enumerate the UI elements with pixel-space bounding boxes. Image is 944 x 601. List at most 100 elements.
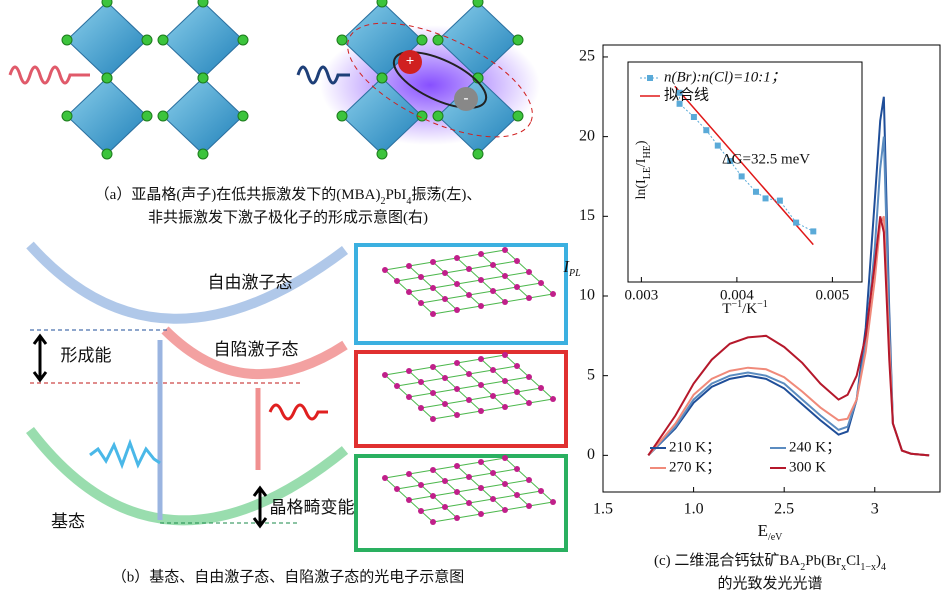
atom — [478, 511, 484, 517]
bond — [481, 276, 505, 280]
bond — [469, 499, 493, 503]
atom — [418, 508, 424, 514]
atom — [430, 493, 436, 499]
arrow — [34, 336, 46, 380]
bond — [493, 287, 517, 291]
atom — [478, 459, 484, 465]
atom — [430, 416, 436, 422]
panel-b: 自由激子态 形成能 自陷激子态 基态 晶格畸变能 （b）基态、自由激子态、自陷激… — [30, 245, 566, 585]
text-part: T — [722, 301, 731, 317]
atom — [418, 379, 424, 385]
box — [356, 245, 566, 343]
octahedron — [67, 78, 147, 154]
bond — [433, 518, 457, 522]
bond — [505, 377, 529, 381]
atom — [433, 111, 443, 121]
bond — [445, 477, 469, 481]
bond — [505, 272, 529, 276]
rich-text: 非共振激发下激子极化子的形成示意图(右) — [148, 208, 428, 226]
bond — [409, 470, 433, 474]
free-exciton-curve — [30, 245, 345, 319]
bond — [433, 492, 457, 496]
atom — [473, 0, 483, 7]
atom — [142, 35, 152, 45]
bond — [397, 382, 421, 386]
bond — [445, 269, 469, 273]
atom — [430, 285, 436, 291]
atom — [406, 289, 412, 295]
atom — [466, 292, 472, 298]
atom — [238, 35, 248, 45]
atom — [454, 515, 460, 521]
text-part: （a）亚晶格(声子)在低共振激发下的(MBA) — [95, 185, 381, 203]
atom — [337, 35, 347, 45]
figure: +-（a）亚晶格(声子)在低共振激发下的(MBA)2PbI4振荡(左)、非共振激… — [0, 0, 944, 601]
bond — [505, 403, 529, 407]
bond — [433, 389, 457, 393]
atom — [490, 262, 496, 268]
photon — [10, 67, 90, 83]
atom — [454, 281, 460, 287]
bond — [469, 265, 493, 269]
atom — [454, 307, 460, 313]
bond — [433, 310, 457, 314]
atom — [454, 412, 460, 418]
atom — [478, 485, 484, 491]
point — [739, 173, 745, 179]
bond — [505, 298, 529, 302]
caption: （b）基态、自由激子态、自陷激子态的光电子示意图 — [112, 567, 465, 585]
atom — [502, 299, 508, 305]
legend-label: 240 K； — [789, 439, 841, 455]
atom — [442, 375, 448, 381]
atom — [526, 374, 532, 380]
text-part: E — [758, 521, 768, 540]
bond — [421, 299, 445, 303]
point — [715, 143, 721, 149]
atom — [337, 111, 347, 121]
y-tick-label: 0 — [587, 446, 595, 463]
bond — [445, 400, 469, 404]
atom — [478, 251, 484, 257]
bond — [493, 366, 517, 370]
atom — [502, 378, 508, 384]
atom — [454, 386, 460, 392]
rich-text: T−1/K−1 — [722, 299, 767, 318]
bond — [493, 469, 517, 473]
bond — [445, 503, 469, 507]
atom — [526, 503, 532, 509]
atom — [430, 519, 436, 525]
bond — [481, 302, 505, 306]
atom — [502, 481, 508, 487]
y-tick-label: 10 — [579, 287, 595, 304]
atom — [466, 371, 472, 377]
rich-text: (c) 二维混合钙钛矿BA2Pb(BrxCl1−x)4 — [654, 552, 886, 572]
x-tick-label: 1.0 — [684, 501, 704, 518]
atom — [377, 73, 387, 83]
atom — [502, 404, 508, 410]
y-tick-label: 25 — [579, 48, 595, 65]
octahedron — [163, 78, 243, 154]
bond — [457, 462, 481, 466]
point — [810, 228, 816, 234]
bond — [433, 258, 457, 262]
bond — [433, 466, 457, 470]
annotation: ΔG=32.5 meV — [722, 151, 810, 167]
bond — [505, 480, 529, 484]
bond — [481, 407, 505, 411]
atom — [102, 149, 112, 159]
sign: - — [464, 90, 469, 106]
atom — [490, 496, 496, 502]
atom — [502, 273, 508, 279]
bond — [481, 355, 505, 359]
y-tick-label: 15 — [579, 207, 595, 224]
atom — [478, 408, 484, 414]
atom — [62, 35, 72, 45]
atom — [550, 499, 556, 505]
panel-c: 05101520251.51.02.53IPLE/eV(c) 二维混合钙钛矿BA… — [562, 45, 940, 592]
text-part: PbI — [385, 187, 406, 203]
atom — [502, 247, 508, 253]
atom — [158, 35, 168, 45]
atom — [198, 0, 208, 7]
bond — [421, 404, 445, 408]
text-part: Cl — [846, 553, 860, 569]
